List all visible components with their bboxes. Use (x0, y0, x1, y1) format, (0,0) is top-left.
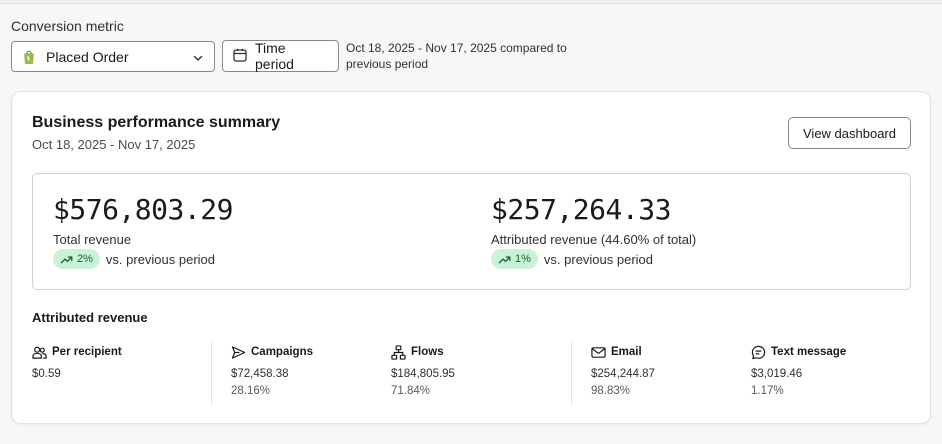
metric-value: $184,805.95 (391, 368, 455, 380)
metric-value: $3,019.46 (751, 368, 803, 380)
kpi-total-revenue: $576,803.29 Total revenue 2% vs. previou… (53, 192, 233, 269)
change-text: vs. previous period (105, 251, 216, 267)
business-performance-card: Business performance summary Oct 18, 202… (11, 91, 931, 424)
flows-icon (391, 344, 406, 360)
kpi-attributed-revenue: $257,264.33 Attributed revenue (44.60% o… (491, 192, 696, 269)
metric-text-message: Text message $3,019.46 1.17% (751, 342, 846, 404)
kpi-value: $576,803.29 (53, 193, 233, 226)
metric-value: $72,458.38 (231, 368, 289, 380)
time-period-button[interactable]: Time period (222, 40, 339, 72)
metric-percent: 71.84% (391, 385, 431, 397)
calendar-icon (233, 48, 247, 65)
kpi-change-row: 1% vs. previous period (491, 249, 696, 269)
mail-icon (591, 346, 606, 358)
trend-up-icon (60, 255, 73, 263)
divider (571, 342, 572, 404)
change-value: 2% (77, 253, 93, 265)
kpi-value: $257,264.33 (491, 193, 671, 226)
conversion-metric-select[interactable]: Placed Order (11, 41, 215, 72)
change-text: vs. previous period (543, 251, 654, 267)
kpi-label: Total revenue (53, 232, 132, 247)
trend-up-icon (498, 255, 511, 263)
attributed-metrics: Per recipient $0.59 Campaigns $72,458.38… (32, 342, 912, 404)
change-value: 1% (515, 253, 531, 265)
people-icon (32, 346, 47, 359)
metric-value: $0.59 (32, 368, 61, 380)
kpi-change-row: 2% vs. previous period (53, 249, 233, 269)
kpi-box: $576,803.29 Total revenue 2% vs. previou… (32, 173, 911, 290)
conversion-metric-label: Conversion metric (11, 18, 124, 34)
card-title: Business performance summary (32, 114, 281, 131)
metric-percent: 98.83% (591, 385, 631, 397)
send-icon (231, 345, 246, 359)
metric-label: Flows (411, 346, 444, 358)
metric-label: Per recipient (52, 346, 122, 358)
chevron-down-icon (192, 51, 204, 63)
metric-label: Campaigns (251, 346, 313, 358)
shopify-bag-icon (22, 49, 36, 65)
card-date-range: Oct 18, 2025 - Nov 17, 2025 (32, 137, 196, 152)
attributed-revenue-title: Attributed revenue (32, 310, 148, 325)
message-icon (751, 345, 766, 359)
kpi-label: Attributed revenue (44.60% of total) (491, 232, 697, 247)
metric-email: Email $254,244.87 98.83% (591, 342, 655, 404)
metric-campaigns: Campaigns $72,458.38 28.16% (231, 342, 313, 404)
change-badge: 1% (491, 249, 538, 269)
metric-value: $254,244.87 (591, 368, 655, 380)
time-period-label: Time period (255, 40, 294, 72)
comparison-period-text: Oct 18, 2025 - Nov 17, 2025 compared to … (346, 41, 567, 71)
change-badge: 2% (53, 249, 100, 269)
divider (211, 342, 212, 404)
metric-label: Text message (771, 346, 847, 358)
metric-label: Email (611, 346, 642, 358)
conversion-metric-value: Placed Order (46, 48, 129, 65)
metric-percent: 28.16% (231, 385, 271, 397)
top-strip (0, 0, 942, 4)
metric-percent: 1.17% (751, 385, 784, 397)
view-dashboard-button[interactable]: View dashboard (788, 117, 911, 149)
metric-flows: Flows $184,805.95 71.84% (391, 342, 455, 404)
metric-per-recipient: Per recipient $0.59 (32, 342, 122, 404)
